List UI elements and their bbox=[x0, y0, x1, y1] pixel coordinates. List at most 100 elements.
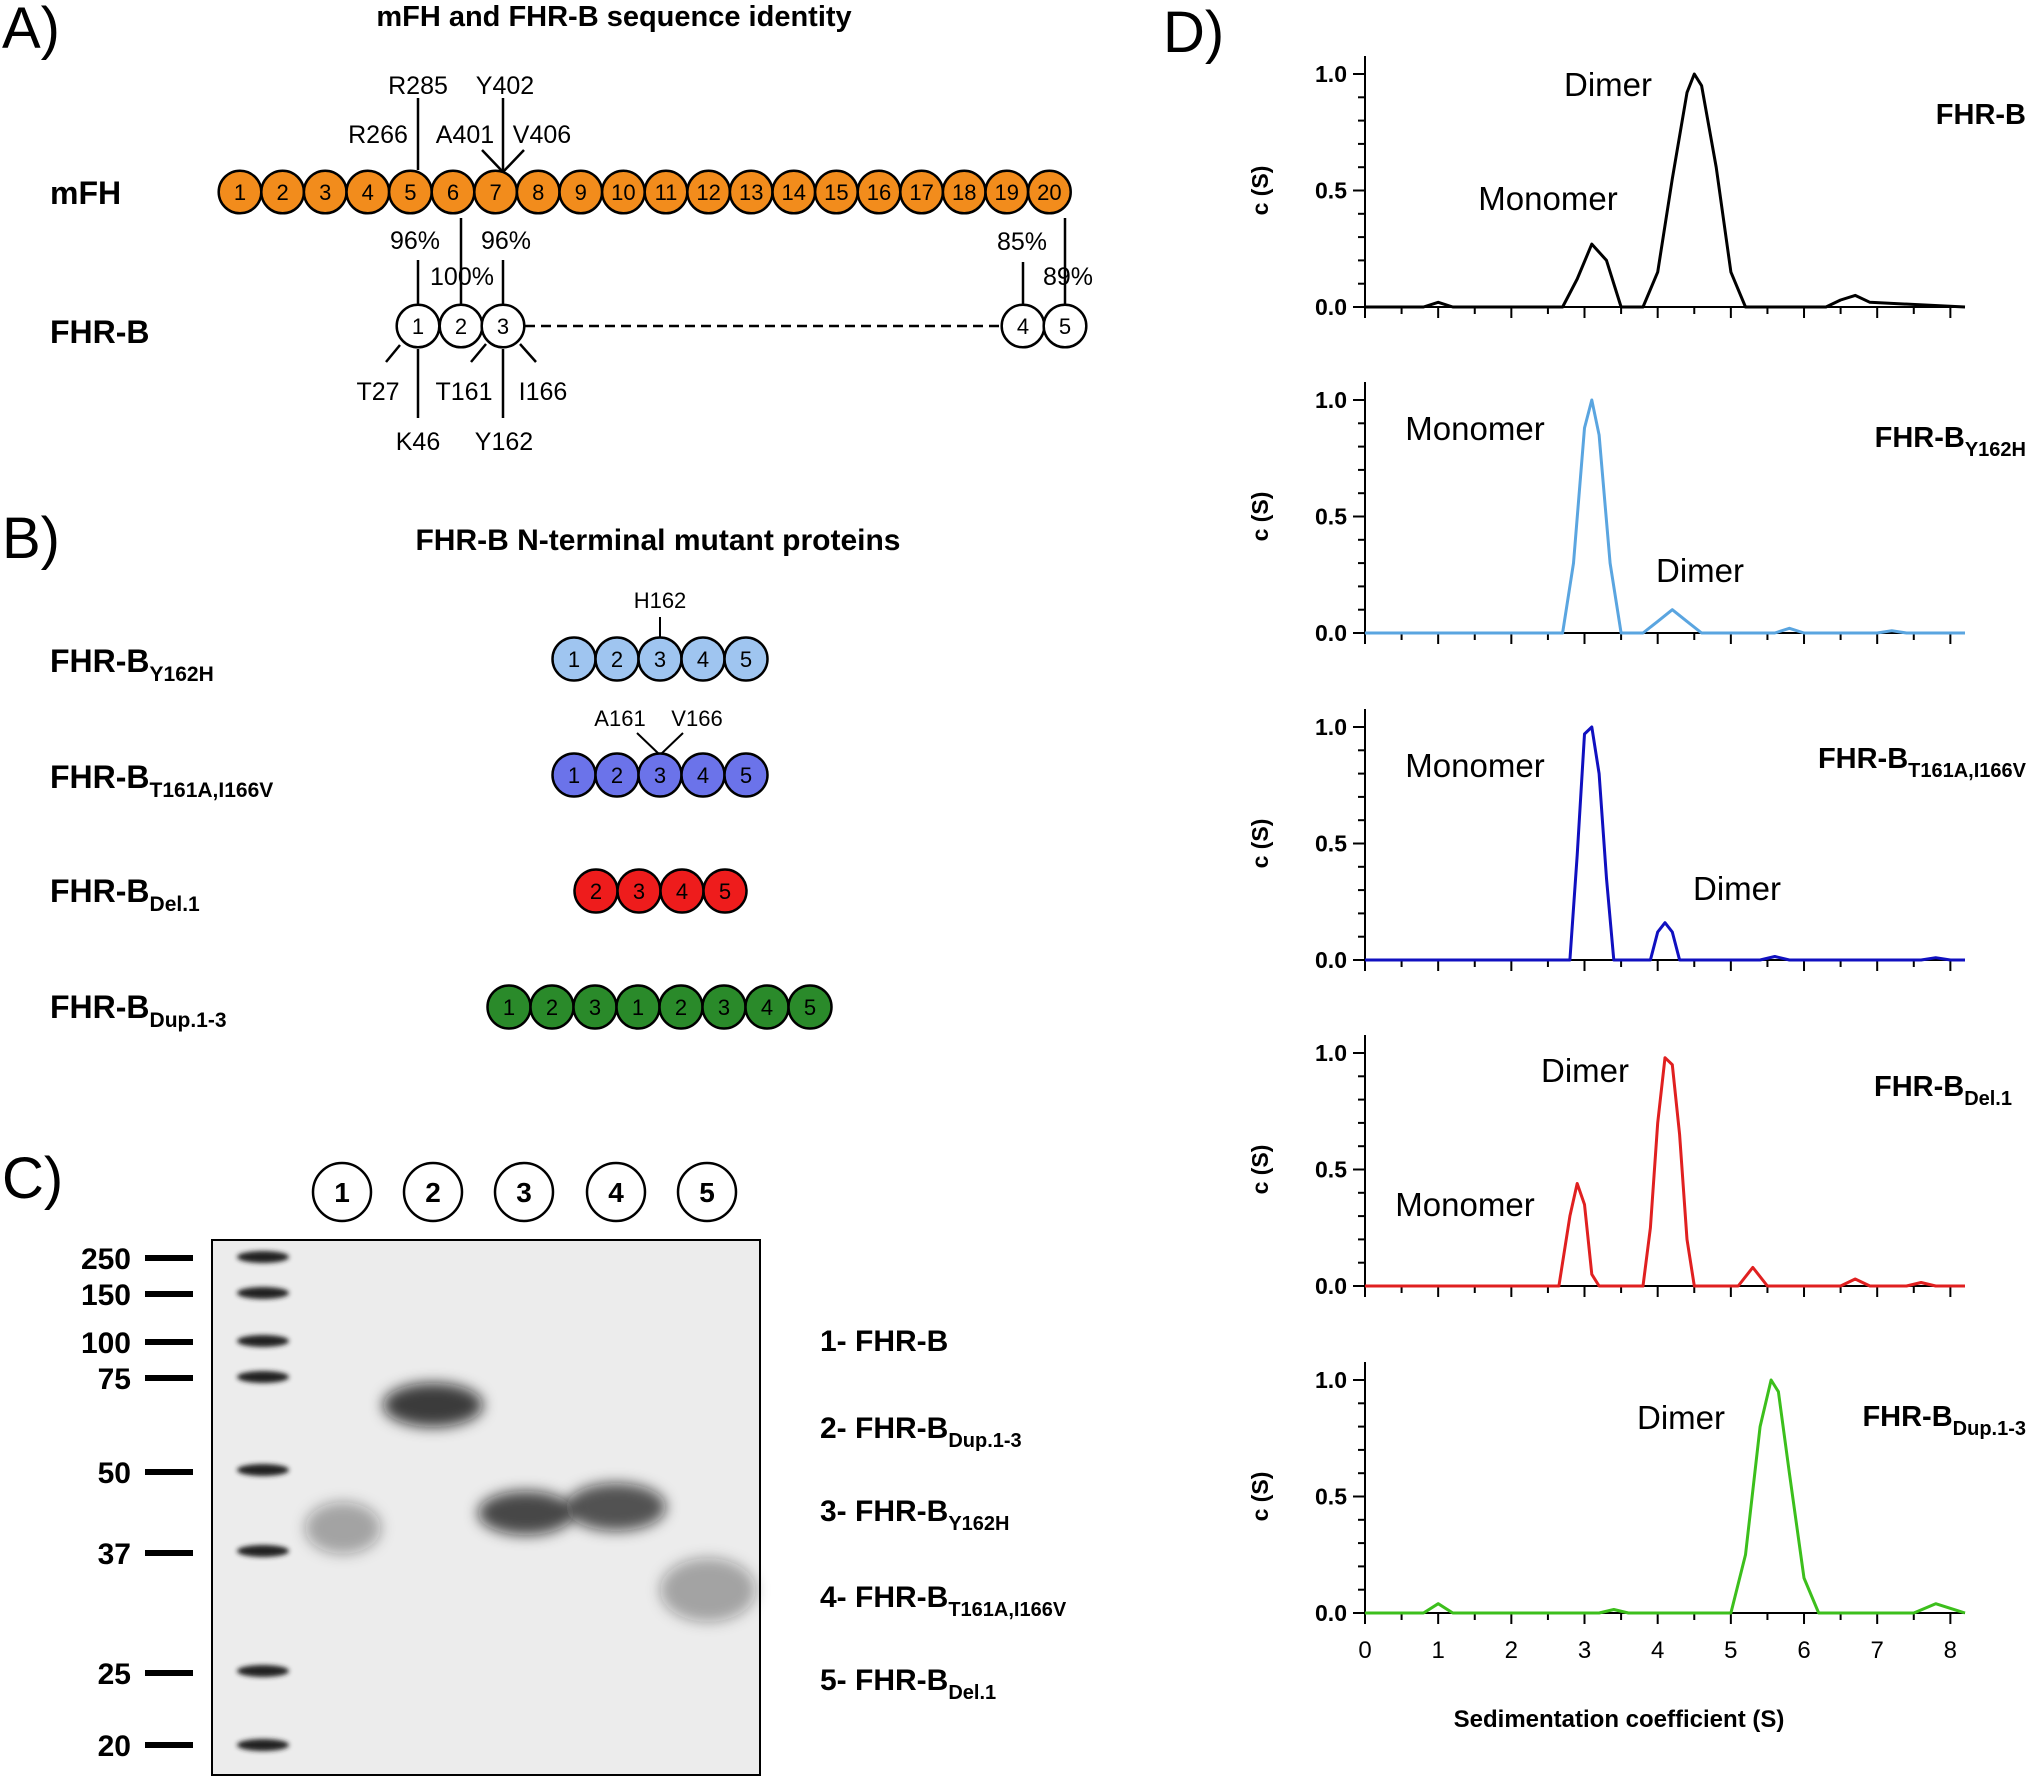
peak-annotation: Dimer bbox=[1564, 66, 1652, 103]
fhrb-domain-number: 5 bbox=[1059, 314, 1071, 339]
fhrb-domain-number: 2 bbox=[455, 314, 467, 339]
mfh-domain-number: 4 bbox=[362, 180, 374, 205]
lane-circle bbox=[676, 1161, 738, 1223]
residue-label: Y402 bbox=[476, 72, 534, 100]
lane-number: 4 bbox=[608, 1177, 624, 1208]
mfh-domain-number: 2 bbox=[276, 180, 288, 205]
mfh-domain-number: 11 bbox=[655, 180, 678, 205]
construct-domain-number: 2 bbox=[546, 995, 558, 1020]
x-tick-label: 1 bbox=[1431, 1637, 1444, 1664]
construct-domain-number: 3 bbox=[589, 995, 601, 1020]
construct-domain-number: 4 bbox=[697, 647, 709, 672]
construct-label-t161a: FHR-BT161A,I166V bbox=[50, 759, 273, 802]
legend-entry: 4- FHR-BT161A,I166V bbox=[820, 1581, 1067, 1621]
lane-circle bbox=[585, 1161, 647, 1223]
fhrb-domain-number: 4 bbox=[1017, 314, 1029, 339]
residue-label: K46 bbox=[396, 428, 440, 456]
ladder-band bbox=[237, 1545, 289, 1557]
mfh-domain-number: 6 bbox=[447, 180, 459, 205]
chart-3: 0.0 0.5 1.0 c (S) Dimer Monomer FHR-BDel.1 bbox=[1247, 1035, 2012, 1299]
y-tick-label: 0.5 bbox=[1315, 1484, 1347, 1510]
mfh-domain-number: 20 bbox=[1037, 180, 1061, 205]
y-tick-label: 1.0 bbox=[1315, 387, 1347, 413]
construct-domain-number: 4 bbox=[761, 995, 773, 1020]
construct-domain-number: 1 bbox=[503, 995, 515, 1020]
ladder-band bbox=[237, 1665, 289, 1677]
panel-a-title: mFH and FHR-B sequence identity bbox=[376, 1, 851, 33]
ladder-band bbox=[237, 1371, 289, 1383]
y-tick-label: 0.5 bbox=[1315, 831, 1347, 857]
series-line bbox=[1365, 1056, 1965, 1288]
fhrb-domain bbox=[1042, 303, 1088, 349]
peak-annotation: Dimer bbox=[1693, 870, 1781, 907]
panel-b-letter: B) bbox=[2, 506, 60, 571]
ladder-band bbox=[237, 1335, 289, 1347]
series-line bbox=[1365, 398, 1965, 635]
construct-domain-number: 2 bbox=[590, 879, 602, 904]
mutation-markers bbox=[636, 617, 684, 756]
construct-domain bbox=[702, 868, 748, 914]
construct-domain-number: 5 bbox=[740, 763, 752, 788]
panel-d-letter: D) bbox=[1163, 0, 1224, 65]
panel-a-letter: A) bbox=[2, 0, 60, 61]
y-tick-label: 0.5 bbox=[1315, 504, 1347, 530]
y-tick-label: 0.0 bbox=[1315, 294, 1347, 320]
annotation-lines bbox=[385, 98, 1067, 418]
identity-label: 89% bbox=[1043, 263, 1093, 291]
chart-0: 0.0 0.5 1.0 c (S) Dimer Monomer FHR-B bbox=[1247, 56, 2026, 320]
marker-label: 150 bbox=[81, 1279, 131, 1312]
construct-label-y162h: FHR-BY162H bbox=[50, 643, 214, 686]
construct-domain-number: 5 bbox=[804, 995, 816, 1020]
mfh-domain-number: 19 bbox=[995, 180, 1019, 205]
x-tick-label: 8 bbox=[1944, 1637, 1957, 1664]
series-line bbox=[1365, 725, 1965, 962]
construct-label-del1: FHR-BDel.1 bbox=[50, 873, 200, 916]
lane-circle bbox=[402, 1161, 464, 1223]
construct-labels: FHR-BY162H FHR-BT161A,I166V FHR-BDel.1 F… bbox=[50, 643, 273, 1032]
y-tick-label: 0.5 bbox=[1315, 1157, 1347, 1183]
identity-label: 100% bbox=[430, 263, 494, 291]
construct-label-dup13: FHR-BDup.1-3 bbox=[50, 989, 227, 1032]
gel-lane-legend: 1- FHR-B 2- FHR-BDup.1-3 3- FHR-BY162H 4- F… bbox=[820, 1325, 1067, 1704]
residue-label: V406 bbox=[513, 121, 571, 149]
y-axis-label: c (S) bbox=[1247, 1472, 1273, 1522]
construct-domain-number: 4 bbox=[697, 763, 709, 788]
y-tick-label: 0.0 bbox=[1315, 1273, 1347, 1299]
construct-domain-number: 3 bbox=[633, 879, 645, 904]
x-tick-label: 6 bbox=[1797, 1637, 1810, 1664]
construct-domain-chains: 1 2 3 4 5 1 2 3 4 5 2 3 4 5 1 2 3 1 2 3 4 5 bbox=[486, 636, 833, 1030]
marker-label: 100 bbox=[81, 1327, 131, 1360]
x-tick-label: 0 bbox=[1358, 1637, 1371, 1664]
mfh-domain-number: 16 bbox=[867, 180, 891, 205]
mfh-domain-number: 1 bbox=[234, 180, 246, 205]
identity-label: 85% bbox=[997, 228, 1047, 256]
marker-label: 250 bbox=[81, 1243, 131, 1276]
chart-title: FHR-BDup.1-3 bbox=[1862, 1401, 2026, 1440]
peak-annotation: Monomer bbox=[1405, 410, 1544, 447]
y-tick-label: 1.0 bbox=[1315, 1367, 1347, 1393]
series-line bbox=[1365, 72, 1966, 309]
residue-label: T27 bbox=[356, 378, 399, 406]
fhrb-domain-number: 1 bbox=[412, 314, 424, 339]
legend-entry: 5- FHR-BDel.1 bbox=[820, 1664, 996, 1704]
fhrb-domain-number: 3 bbox=[497, 314, 509, 339]
mfh-domain-number: 12 bbox=[696, 180, 720, 205]
mfh-domain-chain: 1 2 3 4 5 6 7 8 9 10 11 12 13 14 15 16 17 18 19 20 bbox=[217, 169, 1072, 215]
identity-label: 96% bbox=[390, 227, 440, 255]
construct-domain bbox=[723, 636, 769, 682]
x-tick-label: 4 bbox=[1651, 1637, 1664, 1664]
peak-annotation: Dimer bbox=[1541, 1052, 1629, 1089]
lane-circle bbox=[493, 1161, 555, 1223]
y-tick-label: 0.0 bbox=[1315, 1600, 1347, 1626]
construct-domain-number: 5 bbox=[719, 879, 731, 904]
mfh-domain-number: 10 bbox=[611, 180, 635, 205]
marker-label: 25 bbox=[98, 1658, 131, 1691]
y-tick-label: 0.0 bbox=[1315, 620, 1347, 646]
sample-band bbox=[305, 1502, 381, 1554]
legend-entry: 1- FHR-B bbox=[820, 1325, 948, 1358]
lane-number: 2 bbox=[425, 1177, 441, 1208]
marker-label: 50 bbox=[98, 1457, 131, 1490]
x-axis: 0 1 2 3 4 5 6 7 8 bbox=[1358, 1637, 1957, 1664]
